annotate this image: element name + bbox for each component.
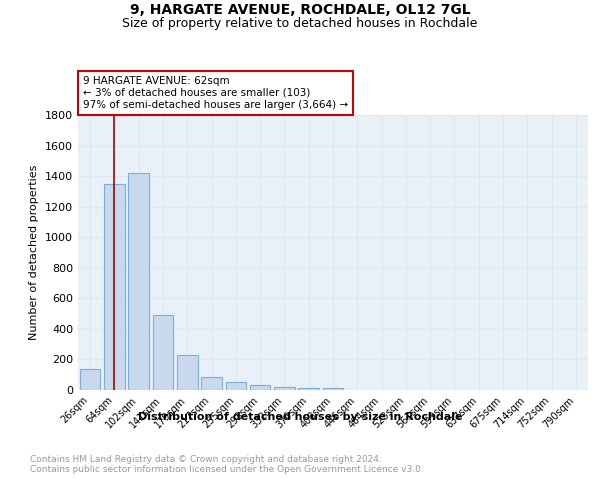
Bar: [250, 386, 271, 390]
Text: 9 HARGATE AVENUE: 62sqm
← 3% of detached houses are smaller (103)
97% of semi-de: 9 HARGATE AVENUE: 62sqm ← 3% of detached…: [83, 76, 348, 110]
Bar: [80, 368, 100, 390]
Bar: [128, 173, 149, 390]
Text: Contains HM Land Registry data © Crown copyright and database right 2024.
Contai: Contains HM Land Registry data © Crown c…: [30, 455, 424, 474]
Bar: [298, 388, 319, 390]
Bar: [104, 184, 125, 390]
Text: Distribution of detached houses by size in Rochdale: Distribution of detached houses by size …: [138, 412, 462, 422]
Bar: [226, 382, 246, 390]
Bar: [177, 355, 197, 390]
Y-axis label: Number of detached properties: Number of detached properties: [29, 165, 40, 340]
Bar: [152, 315, 173, 390]
Text: Size of property relative to detached houses in Rochdale: Size of property relative to detached ho…: [122, 18, 478, 30]
Bar: [323, 388, 343, 390]
Bar: [201, 377, 222, 390]
Text: 9, HARGATE AVENUE, ROCHDALE, OL12 7GL: 9, HARGATE AVENUE, ROCHDALE, OL12 7GL: [130, 2, 470, 16]
Bar: [274, 387, 295, 390]
